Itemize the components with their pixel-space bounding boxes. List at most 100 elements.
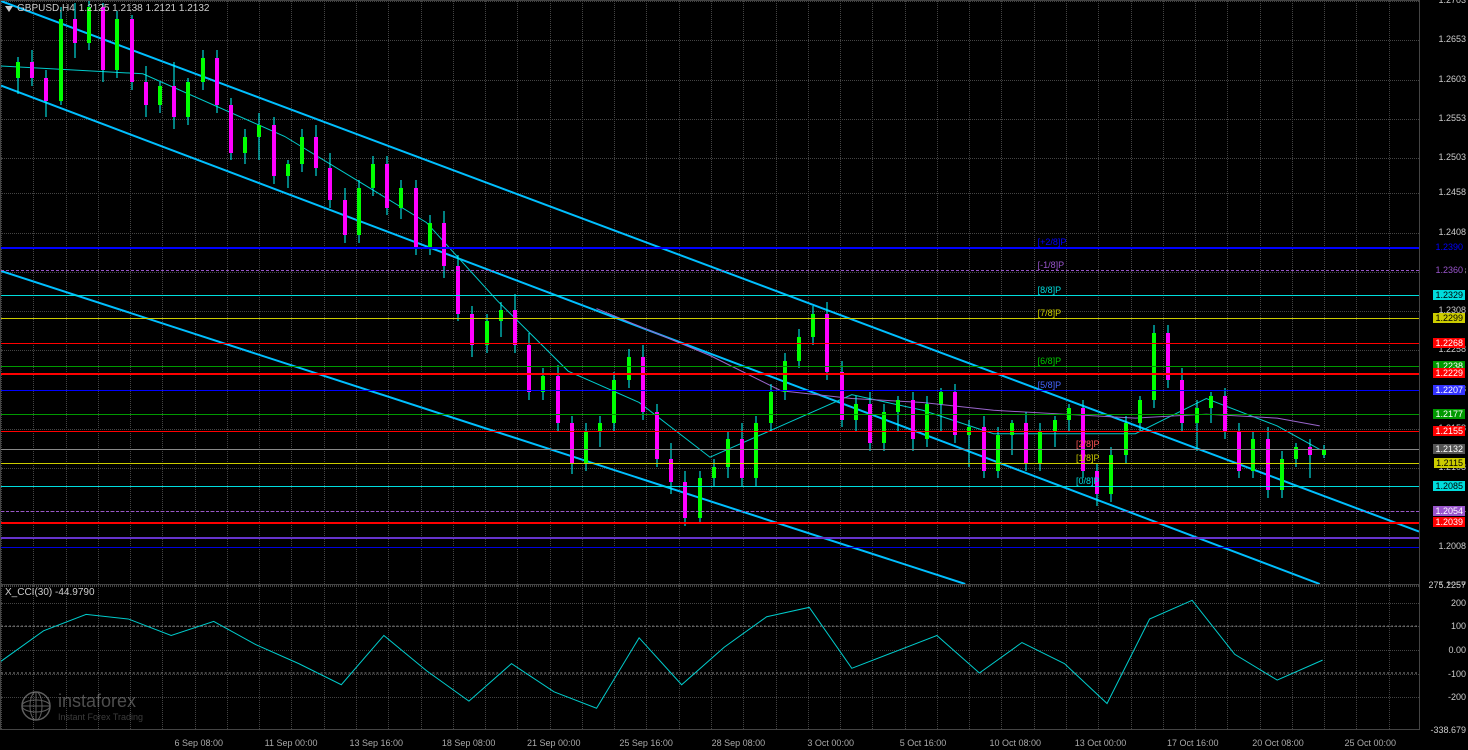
x-tick: 6 Sep 08:00 (175, 738, 224, 748)
price-level-line (1, 547, 1419, 548)
indicator-y-tick: 0.00 (1448, 645, 1466, 655)
indicator-y-tick: 275.2257 (1428, 580, 1466, 590)
chart-title-bar: GBPUSD,H4 1.2125 1.2138 1.2121 1.2132 (5, 3, 209, 14)
watermark-text: instaforex (58, 691, 136, 711)
chart-symbol: GBPUSD,H4 (17, 3, 75, 14)
candle (797, 329, 801, 368)
candle (967, 420, 971, 467)
candle (925, 396, 929, 447)
candle (612, 372, 616, 431)
candle (882, 404, 886, 451)
x-tick: 3 Oct 00:00 (807, 738, 854, 748)
x-axis: 6 Sep 08:0011 Sep 00:0013 Sep 16:0018 Se… (0, 730, 1420, 750)
indicator-y-tick: -200 (1448, 692, 1466, 702)
x-tick: 10 Oct 08:00 (990, 738, 1042, 748)
indicator-panel[interactable]: X_CCI(30) -44.9790 (0, 585, 1420, 730)
x-tick: 18 Sep 08:00 (442, 738, 496, 748)
price-level-label: 1.2085 (1433, 481, 1465, 491)
y-tick: 1.2653 (1438, 34, 1466, 44)
x-tick: 25 Sep 16:00 (619, 738, 673, 748)
price-level-line (1, 414, 1419, 415)
y-tick: 1.2553 (1438, 113, 1466, 123)
y-axis-indicator: -338.679-200-1000.00100200275.2257 (1420, 585, 1468, 730)
candle (683, 471, 687, 526)
indicator-overlay-svg (1, 585, 1419, 729)
candle (130, 15, 134, 90)
x-tick: 13 Oct 00:00 (1075, 738, 1127, 748)
murrey-level-label: [0/8]P (1076, 476, 1100, 486)
price-level-label: 1.2207 (1433, 385, 1465, 395)
candle (754, 416, 758, 487)
candle (911, 392, 915, 451)
candle (215, 50, 219, 113)
candle (371, 156, 375, 195)
murrey-level-label: [8/8]P (1038, 285, 1062, 295)
candle (272, 117, 276, 184)
x-tick: 21 Sep 00:00 (527, 738, 581, 748)
price-level-line (1, 295, 1419, 296)
price-level-label: 1.2390 (1433, 242, 1465, 252)
indicator-title: X_CCI(30) -44.9790 (5, 587, 95, 598)
x-tick: 20 Oct 08:00 (1252, 738, 1304, 748)
watermark: instaforex Instant Forex Trading (20, 690, 143, 722)
candle (1166, 325, 1170, 388)
watermark-subtitle: Instant Forex Trading (58, 712, 143, 722)
price-level-label: 1.2155 (1433, 426, 1465, 436)
candle (414, 180, 418, 255)
candle (101, 3, 105, 82)
y-tick: 1.2703 (1438, 0, 1466, 5)
y-tick: 1.2408 (1438, 227, 1466, 237)
price-level-line (1, 373, 1419, 375)
murrey-level-label: [+2/8]P (1038, 237, 1067, 247)
candle (16, 57, 20, 94)
candle (144, 66, 148, 117)
price-level-line (1, 390, 1419, 391)
candle (44, 70, 48, 117)
indicator-y-tick: 100 (1451, 621, 1466, 631)
murrey-level-label: [6/8]P (1038, 356, 1062, 366)
candle (1067, 404, 1071, 431)
candle (513, 294, 517, 353)
price-level-line (1, 318, 1419, 319)
candle (825, 302, 829, 381)
candle (1180, 368, 1184, 431)
candle (1251, 431, 1255, 478)
price-level-line (1, 511, 1419, 512)
price-level-line (1, 522, 1419, 524)
chart-container: GBPUSD,H4 1.2125 1.2138 1.2121 1.2132 1.… (0, 0, 1468, 750)
price-level-label: 1.2115 (1434, 458, 1465, 468)
candle (186, 78, 190, 125)
candle (1124, 416, 1128, 463)
price-level-line (1, 449, 1419, 450)
candle (343, 188, 347, 243)
murrey-level-label: [1/8]P (1076, 453, 1100, 463)
candle (115, 11, 119, 78)
price-level-label: 1.2054 (1433, 506, 1465, 516)
candle (698, 471, 702, 522)
indicator-y-tick: -338.679 (1430, 725, 1466, 735)
candle (939, 388, 943, 431)
candle (627, 349, 631, 388)
price-level-label: 1.2360 (1433, 265, 1465, 275)
price-level-line (1, 463, 1419, 464)
candle (1209, 392, 1213, 423)
y-tick: 1.2603 (1438, 74, 1466, 84)
indicator-y-tick: -100 (1448, 669, 1466, 679)
price-level-label: 1.2132 (1433, 444, 1465, 454)
candle (641, 345, 645, 420)
candle (357, 180, 361, 243)
candle (1308, 439, 1312, 478)
price-level-line (1, 366, 1419, 367)
main-overlay-svg (1, 1, 1419, 584)
main-price-panel[interactable]: GBPUSD,H4 1.2125 1.2138 1.2121 1.2132 1.… (0, 0, 1420, 585)
candle (442, 211, 446, 278)
candle (726, 431, 730, 478)
candle (158, 82, 162, 113)
candle (840, 361, 844, 428)
price-level-line (1, 537, 1419, 539)
candle (1195, 400, 1199, 451)
candle (783, 353, 787, 400)
candle (1280, 451, 1284, 498)
candle (243, 129, 247, 164)
murrey-level-label: [2/8]P (1076, 439, 1100, 449)
